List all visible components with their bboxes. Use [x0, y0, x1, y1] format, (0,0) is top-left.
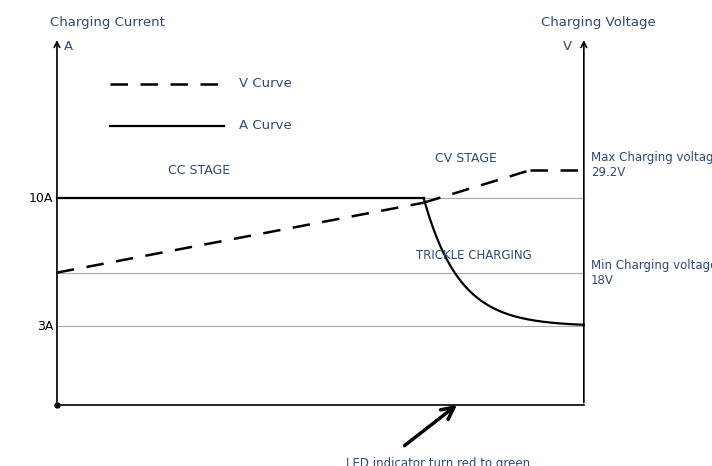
- Text: A: A: [64, 40, 73, 53]
- Text: Max Charging voltage
29.2V: Max Charging voltage 29.2V: [591, 151, 712, 179]
- Text: Charging Current: Charging Current: [50, 16, 164, 29]
- Text: 3A: 3A: [37, 320, 53, 333]
- Text: V: V: [562, 40, 572, 53]
- Text: CC STAGE: CC STAGE: [168, 164, 231, 177]
- Text: LED indicator turn red to green
when current less than 3A: LED indicator turn red to green when cur…: [346, 457, 530, 466]
- Text: TRICKLE CHARGING: TRICKLE CHARGING: [416, 249, 531, 261]
- Text: A Curve: A Curve: [239, 119, 291, 132]
- Text: CV STAGE: CV STAGE: [436, 152, 497, 165]
- Text: V Curve: V Curve: [239, 77, 291, 90]
- Text: Min Charging voltage
18V: Min Charging voltage 18V: [591, 259, 712, 287]
- Text: 10A: 10A: [29, 192, 53, 205]
- Text: Charging Voltage: Charging Voltage: [541, 16, 656, 29]
